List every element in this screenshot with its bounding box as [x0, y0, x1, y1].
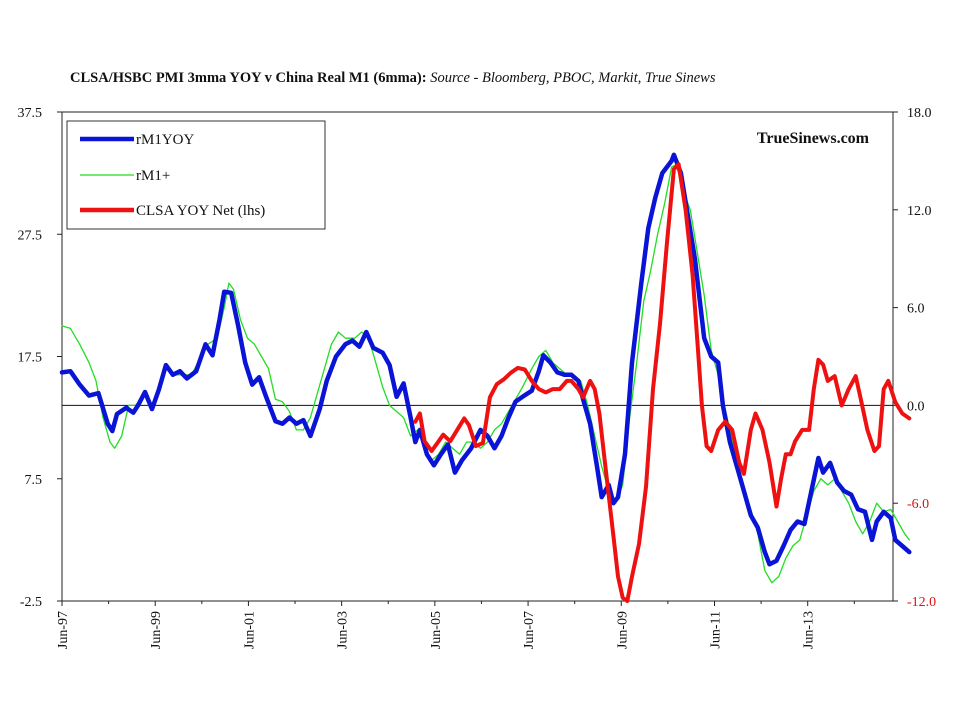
- left-tick-label: 7.5: [25, 473, 43, 488]
- chart-title-main: CLSA/HSBC PMI 3mma YOY v China Real M1 (…: [70, 70, 427, 86]
- chart-title-source: Source - Bloomberg, PBOC, Markit, True S…: [426, 70, 716, 86]
- x-axis: Jun-97 Jun-99 Jun-01 Jun-03 Jun-05 Jun-07 Jun-…: [56, 601, 855, 649]
- x-tick-label: Jun-05: [429, 611, 444, 649]
- watermark: TrueSinews.com: [757, 130, 870, 147]
- right-axis: 18.0 12.0 6.0 0.0 -6.0 -12.0: [893, 106, 936, 610]
- right-tick-label: -12.0: [907, 595, 936, 610]
- left-tick-label: 27.5: [18, 228, 43, 243]
- legend: rM1YOY rM1+ CLSA YOY Net (lhs): [66, 120, 326, 230]
- left-tick-label: 37.5: [18, 106, 43, 121]
- x-tick-label: Jun-97: [56, 611, 71, 649]
- series-line-rM1YOY: [59, 152, 912, 567]
- chart-title: CLSA/HSBC PMI 3mma YOY v China Real M1 (…: [70, 70, 715, 87]
- series-line-clsa: [413, 162, 912, 603]
- legend-label-rM1plus: rM1+: [136, 168, 170, 184]
- legend-label-rM1YOY: rM1YOY: [136, 132, 194, 148]
- x-tick-label: Jun-11: [708, 611, 723, 649]
- right-tick-label: 18.0: [907, 106, 932, 121]
- x-tick-label: Jun-09: [615, 611, 630, 649]
- left-axis: 37.5 27.5 17.5 7.5 -2.5: [18, 106, 62, 610]
- series-layer: [59, 152, 912, 603]
- right-tick-label: 12.0: [907, 204, 932, 219]
- legend-label-clsa: CLSA YOY Net (lhs): [136, 203, 265, 219]
- x-tick-label: Jun-13: [802, 611, 817, 649]
- right-tick-label: 0.0: [907, 399, 925, 414]
- x-tick-label: Jun-99: [149, 611, 164, 649]
- right-tick-label: -6.0: [907, 497, 929, 512]
- left-tick-label: 17.5: [18, 351, 43, 366]
- x-tick-label: Jun-07: [522, 611, 537, 649]
- left-tick-label: -2.5: [20, 595, 42, 610]
- right-tick-label: 6.0: [907, 302, 925, 317]
- x-tick-label: Jun-03: [336, 611, 351, 649]
- x-tick-label: Jun-01: [242, 611, 257, 649]
